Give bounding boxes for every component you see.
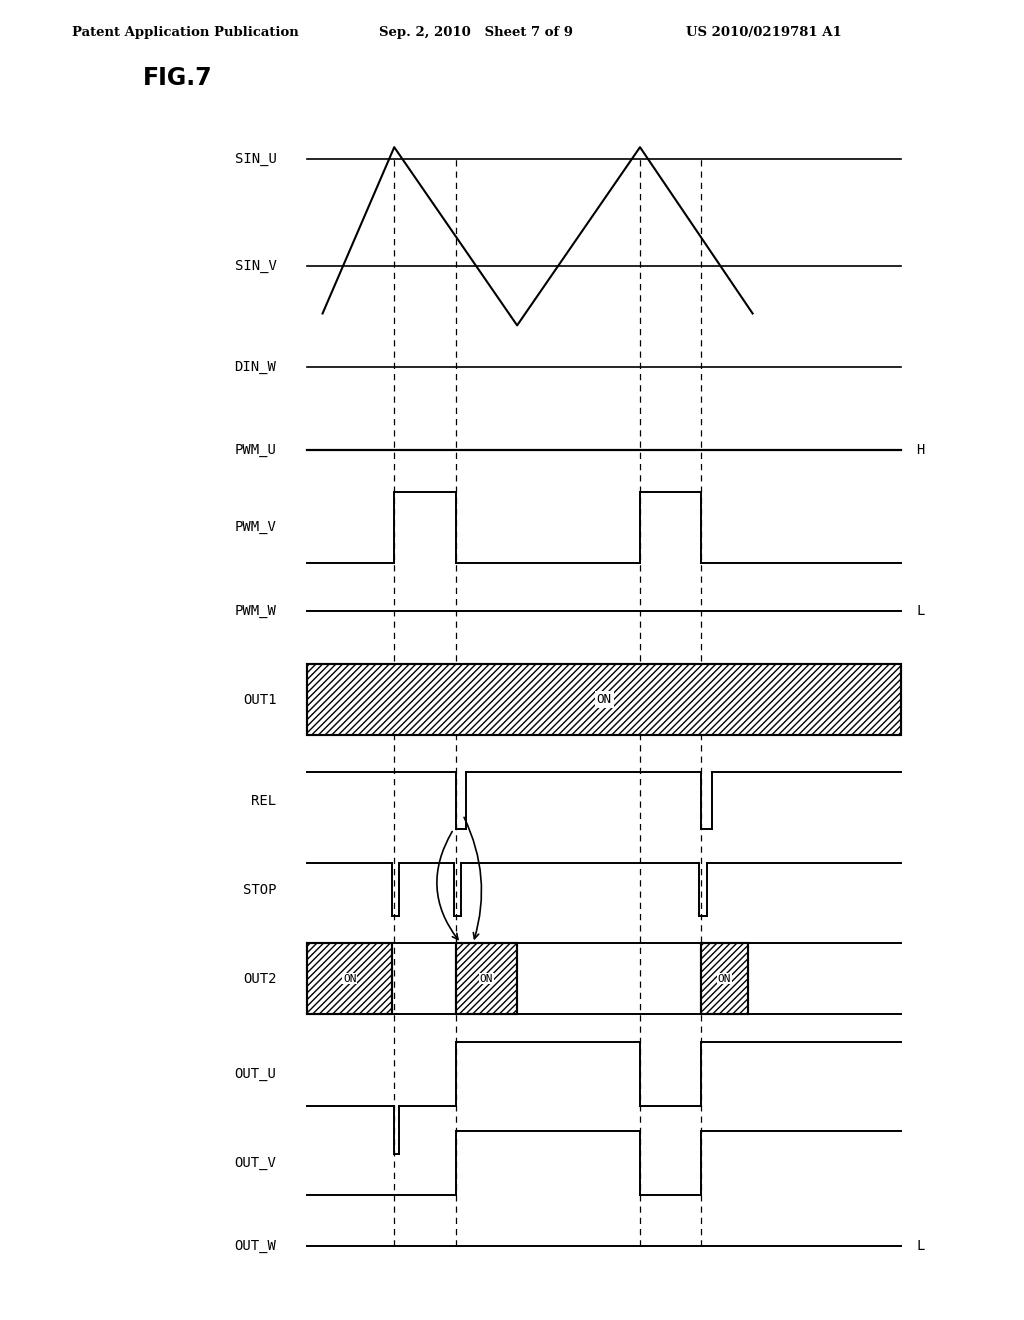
Bar xyxy=(701,942,748,1014)
Text: OUT1: OUT1 xyxy=(243,693,276,706)
Bar xyxy=(701,942,748,1014)
Text: Sep. 2, 2010   Sheet 7 of 9: Sep. 2, 2010 Sheet 7 of 9 xyxy=(379,26,572,40)
Bar xyxy=(307,942,392,1014)
Text: DIN_W: DIN_W xyxy=(234,360,276,374)
Text: PWM_U: PWM_U xyxy=(234,444,276,457)
Text: SIN_V: SIN_V xyxy=(234,259,276,273)
Text: SIN_U: SIN_U xyxy=(234,152,276,166)
Bar xyxy=(456,942,517,1014)
Bar xyxy=(307,664,901,735)
Text: OUT2: OUT2 xyxy=(243,972,276,986)
Text: STOP: STOP xyxy=(243,883,276,896)
Text: H: H xyxy=(916,444,925,457)
Text: US 2010/0219781 A1: US 2010/0219781 A1 xyxy=(686,26,842,40)
Text: Patent Application Publication: Patent Application Publication xyxy=(72,26,298,40)
Text: ON: ON xyxy=(597,693,611,706)
Text: PWM_V: PWM_V xyxy=(234,520,276,535)
Text: L: L xyxy=(916,1239,925,1253)
Bar xyxy=(307,664,901,735)
Text: ON: ON xyxy=(718,974,731,983)
Text: OUT_V: OUT_V xyxy=(234,1156,276,1170)
Text: PWM_W: PWM_W xyxy=(234,603,276,618)
Text: REL: REL xyxy=(251,793,276,808)
Bar xyxy=(307,942,392,1014)
Bar xyxy=(456,942,517,1014)
Text: FIG.7: FIG.7 xyxy=(143,66,213,90)
Text: OUT_W: OUT_W xyxy=(234,1239,276,1253)
Text: ON: ON xyxy=(479,974,494,983)
Text: L: L xyxy=(916,603,925,618)
Text: OUT_U: OUT_U xyxy=(234,1067,276,1081)
Text: ON: ON xyxy=(343,974,356,983)
